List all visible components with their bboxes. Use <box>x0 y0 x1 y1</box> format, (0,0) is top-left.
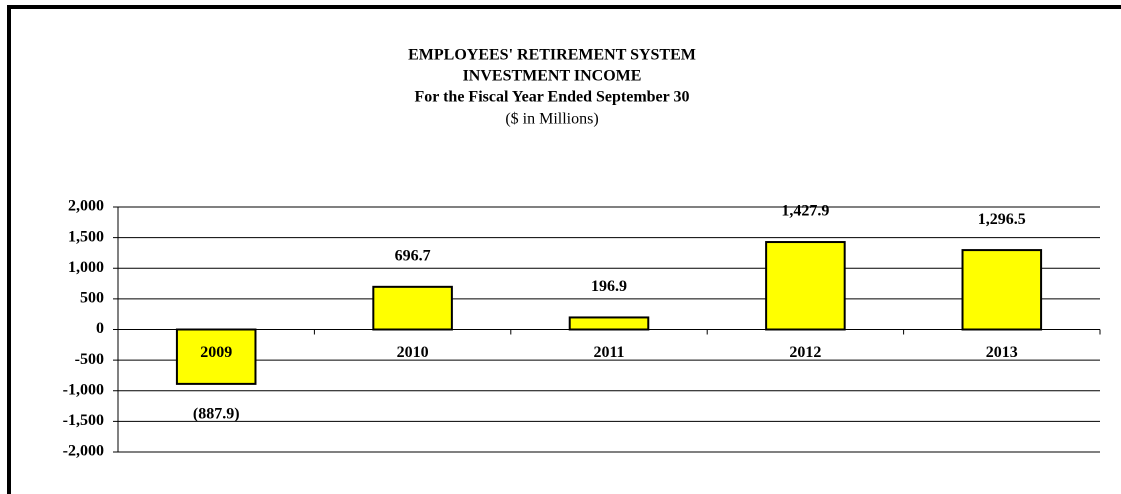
chart-title: EMPLOYEES' RETIREMENT SYSTEM <box>408 47 696 64</box>
chart-title: For the Fiscal Year Ended September 30 <box>415 89 690 106</box>
bar <box>175 328 257 385</box>
chart-subtitle: ($ in Millions) <box>505 111 598 128</box>
bar <box>568 316 650 331</box>
value-label: 1,427.9 <box>781 203 829 220</box>
x-tick-label: 2009 <box>200 344 232 361</box>
bar <box>372 285 453 331</box>
x-tick-label: 2012 <box>789 344 821 361</box>
y-tick-label: -500 <box>75 351 104 368</box>
chart-title: INVESTMENT INCOME <box>463 68 642 85</box>
bar <box>961 249 1043 331</box>
y-tick-label: 1,500 <box>68 228 104 245</box>
value-label: 1,296.5 <box>978 211 1026 228</box>
bar <box>765 241 846 331</box>
value-label: (887.9) <box>193 406 240 423</box>
value-label: 196.9 <box>591 278 627 295</box>
x-tick-label: 2011 <box>593 344 624 361</box>
x-tick-label: 2013 <box>986 344 1018 361</box>
y-tick-label: 1,000 <box>68 259 104 276</box>
x-tick-label: 2010 <box>397 344 429 361</box>
y-tick-label: 0 <box>96 320 104 337</box>
y-tick-label: -2,000 <box>63 443 104 460</box>
y-tick-label: -1,500 <box>63 412 104 429</box>
frame <box>7 5 1121 494</box>
y-tick-label: 2,000 <box>68 198 104 215</box>
y-tick-label: -1,000 <box>63 381 104 398</box>
y-tick-label: 500 <box>80 290 104 307</box>
value-label: 696.7 <box>395 247 431 264</box>
